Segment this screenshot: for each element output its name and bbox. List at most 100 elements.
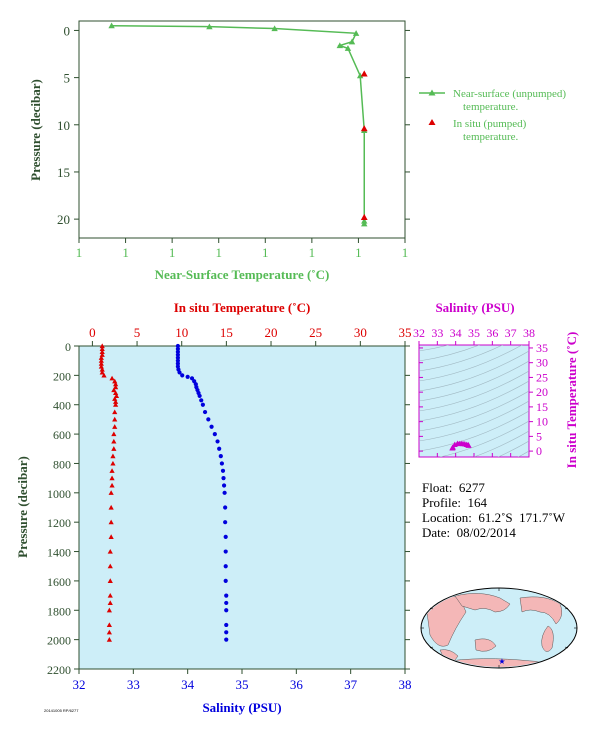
- temperature-point: [99, 366, 105, 372]
- salinity-tick-label: 33: [127, 677, 140, 692]
- deep-profile-ytick-label: 1400: [47, 546, 71, 560]
- salinity-point: [219, 461, 224, 466]
- ts-point: [465, 442, 472, 448]
- salinity-point: [224, 622, 229, 628]
- temperature-point: [108, 504, 114, 510]
- map-grid: [421, 588, 577, 668]
- salinity-point: [223, 505, 228, 510]
- salinity-point: [175, 358, 180, 363]
- profile-date: Date: 08/02/2014: [422, 525, 516, 540]
- salinity-point: [212, 431, 217, 437]
- salinity-point: [221, 476, 226, 481]
- near-surface-ytick-label: 0: [64, 23, 71, 38]
- ts-xtick-label: 32: [413, 326, 425, 340]
- near-surface-point: [361, 220, 368, 227]
- temperature-tick-label: 10: [175, 325, 188, 340]
- footer-stamp: 20141005 RP/6277: [44, 708, 79, 713]
- ts-ytick-label: 5: [536, 429, 542, 443]
- salinity-point: [217, 446, 222, 451]
- temperature-point: [112, 378, 118, 384]
- salinity-point: [209, 424, 214, 429]
- near-surface-point: [271, 25, 278, 32]
- temperature-point: [98, 358, 104, 363]
- near-surface-ylabel: Pressure (decibar): [28, 79, 43, 181]
- salinity-axis-label: Salinity (PSU): [202, 700, 281, 715]
- temperature-point: [99, 352, 105, 357]
- temperature-point: [98, 363, 104, 369]
- near-surface-point: [336, 42, 343, 49]
- ts-ytick-label: 30: [536, 356, 548, 370]
- temperature-point: [111, 438, 117, 444]
- near-surface-ytick-label: 20: [57, 212, 70, 227]
- temperature-point: [107, 548, 113, 554]
- temperature-axis-label: In situ Temperature (˚C): [174, 300, 311, 315]
- temperature-point: [112, 416, 118, 422]
- ts-xtick-label: 35: [468, 326, 480, 340]
- near-surface-xtick-label: 1: [76, 245, 83, 260]
- temperature-point: [98, 361, 104, 366]
- legend-near-surface-text-1: Near-surface (unpumped): [453, 88, 566, 100]
- ts-ytick-label: 15: [536, 400, 548, 414]
- temperature-point: [99, 349, 105, 354]
- salinity-point: [218, 454, 223, 459]
- near-surface-xtick-label: 1: [122, 245, 129, 260]
- temperature-tick-label: 5: [134, 325, 141, 340]
- temperature-tick-label: 25: [309, 325, 322, 340]
- near-surface-xtick-label: 1: [402, 245, 409, 260]
- legend-near-surface-label: Near-surface (unpumped) temperature.: [453, 88, 569, 113]
- temperature-point: [111, 431, 117, 437]
- salinity-point: [177, 370, 182, 375]
- temperature-point: [113, 399, 119, 404]
- legend-in-situ-marker: [428, 119, 436, 125]
- float-id: Float: 6277: [422, 480, 485, 495]
- salinity-point: [223, 549, 228, 554]
- temperature-point: [112, 396, 118, 401]
- near-surface-point: [206, 23, 213, 30]
- deep-profile-ytick-label: 1200: [47, 516, 71, 530]
- temperature-point: [107, 592, 113, 598]
- ts-ytick-label: 35: [536, 341, 548, 355]
- temperature-point: [108, 490, 114, 495]
- salinity-point: [223, 520, 228, 525]
- deep-profile-ytick-label: 0: [65, 340, 71, 354]
- temperature-point: [113, 393, 120, 398]
- deep-profile-ytick-label: 1600: [47, 575, 71, 589]
- near-surface-xtick-label: 1: [215, 245, 222, 260]
- salinity-tick-label: 34: [181, 677, 195, 692]
- temperature-point: [112, 409, 118, 415]
- salinity-point: [223, 564, 228, 569]
- salinity-point: [197, 393, 202, 399]
- salinity-point: [224, 630, 229, 635]
- near-surface-point: [352, 30, 360, 36]
- temperature-point: [99, 346, 105, 352]
- temperature-point: [109, 375, 115, 381]
- ts-ytick-label: 0: [536, 444, 542, 458]
- salinity-point: [175, 361, 180, 366]
- deep-profile-ytick-label: 200: [53, 369, 71, 383]
- in-situ-point: [360, 125, 368, 132]
- salinity-tick-label: 38: [399, 677, 412, 692]
- salinity-point: [223, 578, 228, 584]
- deep-profile-ytick-label: 1000: [47, 487, 71, 501]
- temperature-point: [113, 390, 119, 396]
- legend-in-situ-text-1: In situ (pumped): [453, 118, 527, 130]
- in-situ-point: [360, 70, 368, 77]
- salinity-point: [220, 468, 226, 473]
- temperature-point: [106, 607, 112, 613]
- temperature-tick-label: 20: [265, 325, 278, 340]
- float-location: Location: 61.2˚S 171.7˚W: [422, 510, 565, 525]
- salinity-point: [180, 373, 185, 378]
- salinity-point: [175, 343, 180, 349]
- ts-ytick-label: 25: [536, 370, 548, 384]
- deep-profile-ylabel: Pressure (decibar): [15, 456, 30, 558]
- near-surface-point: [356, 72, 364, 79]
- deep-profile-ytick-label: 2000: [47, 634, 71, 648]
- salinity-tick-label: 37: [344, 677, 358, 692]
- temperature-point: [101, 372, 107, 378]
- ts-ytick-label: 20: [536, 385, 548, 399]
- temperature-point: [106, 622, 112, 628]
- near-surface-xtick-label: 1: [309, 245, 316, 260]
- legend-near-surface-text-2: temperature.: [463, 101, 519, 113]
- locator-map: ★: [420, 587, 578, 669]
- temperature-point: [98, 355, 104, 360]
